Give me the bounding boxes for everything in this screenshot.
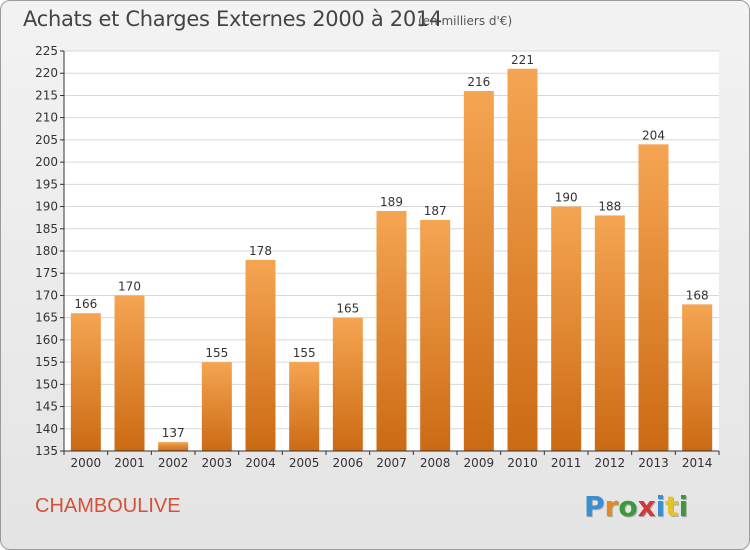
y-tick-label: 160 — [35, 333, 58, 347]
bar — [376, 211, 407, 451]
y-tick-label: 155 — [35, 355, 58, 369]
data-label: 187 — [424, 204, 447, 218]
commune-name: CHAMBOULIVE — [35, 495, 181, 517]
y-tick-label: 180 — [35, 244, 58, 258]
bar — [332, 317, 363, 451]
y-tick-label: 185 — [35, 222, 58, 236]
bar — [289, 362, 320, 451]
y-tick-label: 215 — [35, 88, 58, 102]
y-tick-label: 165 — [35, 311, 58, 325]
y-tick-label: 200 — [35, 155, 58, 169]
bar — [245, 259, 276, 451]
data-label: 165 — [336, 302, 359, 316]
logo-letter: t — [665, 490, 679, 523]
bar — [551, 206, 582, 451]
data-label: 155 — [205, 346, 228, 360]
y-tick-label: 205 — [35, 133, 58, 147]
x-tick-label: 2009 — [464, 456, 495, 470]
logo-letter: o — [618, 490, 638, 523]
bar — [114, 295, 145, 451]
data-label: 204 — [642, 128, 665, 142]
y-tick-label: 220 — [35, 66, 58, 80]
y-tick-label: 210 — [35, 111, 58, 125]
bar — [463, 91, 494, 451]
bar — [594, 215, 625, 451]
y-tick-label: 225 — [35, 44, 58, 58]
y-tick-label: 175 — [35, 266, 58, 280]
bar — [158, 442, 189, 451]
x-tick-label: 2008 — [420, 456, 451, 470]
x-tick-label: 2000 — [71, 456, 102, 470]
x-tick-label: 2012 — [595, 456, 626, 470]
x-tick-label: 2014 — [682, 456, 713, 470]
data-label: 190 — [555, 191, 578, 205]
y-tick-label: 195 — [35, 177, 58, 191]
x-tick-label: 2003 — [202, 456, 233, 470]
y-tick-label: 145 — [35, 400, 58, 414]
x-tick-label: 2006 — [333, 456, 364, 470]
x-tick-label: 2007 — [376, 456, 407, 470]
data-label: 189 — [380, 195, 403, 209]
data-label: 170 — [118, 279, 141, 293]
logo-letter: r — [604, 490, 619, 523]
data-label: 137 — [162, 426, 185, 440]
data-label: 178 — [249, 244, 272, 258]
y-tick-label: 140 — [35, 422, 58, 436]
data-label: 155 — [293, 346, 316, 360]
proxiti-logo: Proxiti — [584, 490, 688, 523]
x-tick-label: 2002 — [158, 456, 189, 470]
logo-letter: i — [655, 490, 666, 523]
x-tick-label: 2005 — [289, 456, 320, 470]
chart-subtitle: (en milliers d'€) — [418, 14, 513, 28]
data-label: 221 — [511, 53, 534, 67]
x-tick-label: 2013 — [638, 456, 669, 470]
bar — [201, 362, 232, 451]
chart-title: Achats et Charges Externes 2000 à 2014 — [23, 7, 443, 31]
bar — [682, 304, 713, 451]
x-tick-label: 2004 — [245, 456, 276, 470]
y-tick-label: 190 — [35, 200, 58, 214]
y-tick-label: 150 — [35, 377, 58, 391]
bar — [420, 219, 451, 451]
x-tick-label: 2001 — [114, 456, 145, 470]
y-tick-label: 135 — [35, 444, 58, 458]
x-tick-label: 2011 — [551, 456, 582, 470]
bar — [70, 313, 101, 451]
data-label: 168 — [686, 288, 709, 302]
data-label: 166 — [74, 297, 97, 311]
bar — [507, 68, 538, 452]
logo-letter: i — [678, 490, 689, 523]
x-tick-label: 2010 — [507, 456, 538, 470]
bar — [638, 144, 669, 452]
data-label: 188 — [598, 199, 621, 213]
logo-letter: x — [637, 490, 656, 523]
logo-letter: P — [584, 490, 605, 523]
y-tick-label: 170 — [35, 288, 58, 302]
data-label: 216 — [467, 75, 490, 89]
